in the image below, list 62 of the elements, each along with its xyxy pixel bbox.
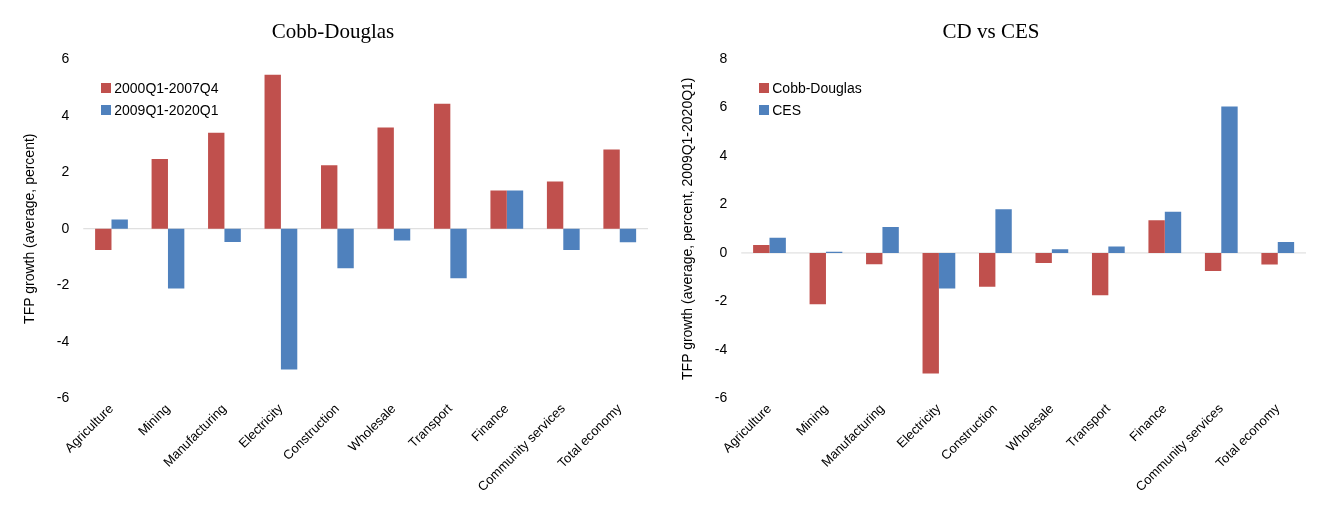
- y-tick-label: 6: [61, 50, 70, 67]
- bar: [433, 103, 451, 229]
- y-tick-label: 0: [719, 243, 728, 260]
- y-axis-title: TFP growth (average, percent, 2009Q1-2020Q1): [679, 77, 696, 380]
- legend-label: 2000Q1-2007Q4: [114, 79, 219, 99]
- y-axis-title: TFP growth (average, percent): [21, 133, 38, 324]
- bar: [450, 228, 467, 279]
- bar: [1035, 252, 1052, 264]
- bar: [1221, 106, 1238, 253]
- y-tick-label: 4: [61, 106, 70, 123]
- bar: [490, 190, 507, 229]
- bar: [753, 244, 770, 253]
- legend-label: 2009Q1-2020Q1: [114, 101, 219, 121]
- bar: [167, 228, 185, 289]
- y-tick-label: -6: [56, 389, 70, 406]
- bar: [1091, 252, 1109, 296]
- y-tick-label: 4: [719, 146, 728, 163]
- bar: [208, 132, 225, 229]
- bar: [938, 252, 956, 289]
- bar: [1051, 249, 1069, 253]
- bar: [922, 252, 939, 374]
- y-tick-label: -2: [56, 276, 70, 293]
- chart-title: Cobb-Douglas: [271, 19, 395, 44]
- bar: [563, 228, 580, 250]
- bar: [546, 181, 564, 229]
- bar: [882, 227, 899, 253]
- chart-title: CD vs CES: [942, 19, 1040, 44]
- bar: [866, 252, 883, 265]
- bar: [603, 149, 620, 229]
- bar: [979, 252, 996, 287]
- bar: [995, 209, 1012, 253]
- bar: [377, 127, 394, 229]
- bar: [1277, 242, 1295, 253]
- bar: [95, 228, 112, 250]
- bar: [280, 228, 298, 370]
- bar: [264, 74, 281, 229]
- bar: [111, 219, 128, 229]
- y-tick-label: 6: [719, 98, 728, 115]
- bar: [769, 237, 786, 253]
- bar: [1164, 211, 1182, 253]
- y-tick-label: -6: [714, 389, 728, 406]
- y-tick-label: 2: [719, 195, 728, 212]
- bar: [224, 228, 241, 242]
- legend-label: CES: [772, 101, 802, 121]
- bar: [151, 158, 168, 229]
- y-tick-label: 2: [61, 163, 70, 180]
- bar: [809, 252, 826, 305]
- bar: [321, 165, 338, 229]
- bar: [1204, 252, 1222, 272]
- bar: [337, 228, 354, 269]
- bar: [1261, 252, 1278, 265]
- bar: [393, 228, 411, 241]
- y-tick-label: -4: [56, 332, 70, 349]
- y-tick-label: 8: [719, 50, 728, 67]
- y-tick-label: -4: [714, 340, 728, 357]
- bar: [1148, 220, 1165, 253]
- y-tick-label: 0: [61, 219, 70, 236]
- bar: [506, 190, 524, 229]
- bar: [1108, 246, 1125, 253]
- legend-label: Cobb-Douglas: [772, 79, 862, 99]
- bar: [619, 228, 637, 243]
- y-tick-label: -2: [714, 292, 728, 309]
